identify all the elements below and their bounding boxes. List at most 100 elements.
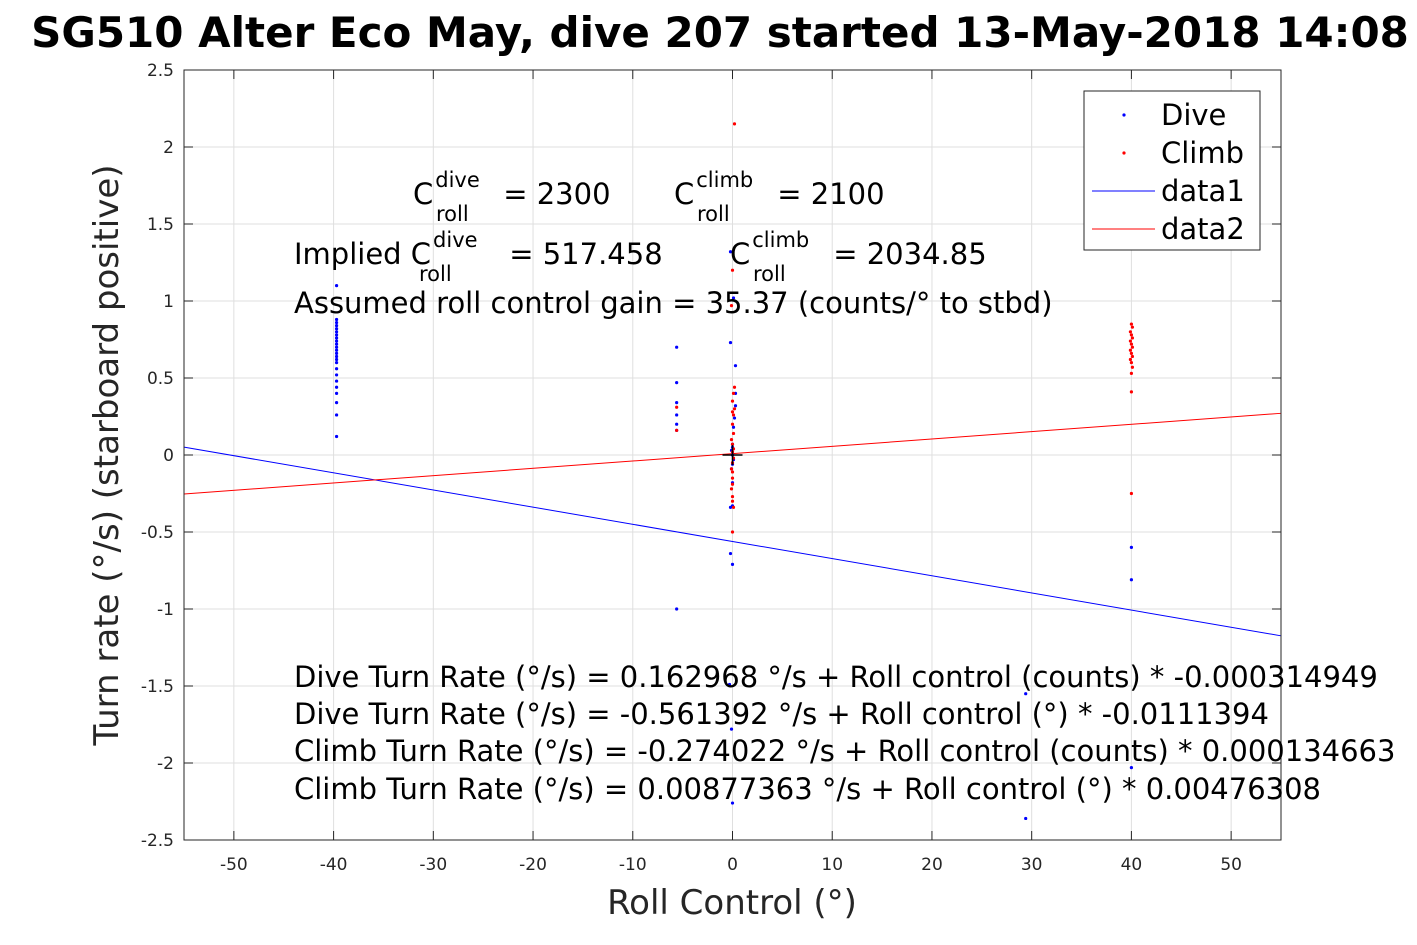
x-tick-label: -20 [519,855,547,875]
point-climb [1129,361,1134,365]
point-dive [1024,816,1028,821]
point-climb [729,304,734,308]
legend-data1-label: data1 [1161,174,1245,208]
point-dive [675,413,679,417]
point-dive [675,345,679,349]
point-dive [334,361,339,365]
point-dive [334,317,339,322]
point-dive [1129,545,1134,550]
point-climb [731,391,736,395]
point-climb [1128,348,1133,352]
annotation-dive-fit-counts: Dive Turn Rate (°/s) = 0.162968 °/s + Ro… [294,660,1378,694]
point-climb [1128,330,1133,334]
point-climb [730,476,735,480]
point-dive [729,727,734,731]
fit-line-data1 [183,446,1282,637]
y-tick-label: -1 [157,600,174,620]
annotation-climb-fit-counts: Climb Turn Rate (°/s) = -0.274022 °/s + … [294,734,1395,768]
point-dive [334,327,339,331]
point-climb [730,470,735,474]
axis-ticks: -50 -40 -30 -20 -10 0 10 20 30 40 50-2.5-2-1.5-1-0… [141,61,1281,875]
point-dive [334,354,339,359]
x-tick-label: 0 [727,855,738,875]
point-dive [334,367,339,371]
point-climb [675,405,679,409]
point-dive [334,391,339,395]
annotation-climb-fit-degrees: Climb Turn Rate (°/s) = 0.00877363 °/s +… [294,772,1321,806]
y-tick-label: 2 [163,138,174,158]
point-climb [1130,345,1135,349]
y-tick-label: 0 [163,446,174,466]
point-dive [728,551,733,556]
y-tick-label: -0.5 [141,523,174,543]
point-climb [731,431,736,436]
y-tick-label: 2.5 [147,61,174,81]
point-dive [334,333,339,337]
legend-box [1083,90,1261,251]
point-dive [732,416,737,420]
point-dive [334,284,339,288]
point-dive [1129,766,1134,770]
y-tick-label: 0.5 [147,369,174,389]
point-climb [675,428,679,432]
point-climb [1130,365,1135,369]
x-tick-label: -30 [419,855,447,875]
point-climb [730,422,735,426]
point-climb [1130,325,1135,329]
y-tick-label: -2 [157,754,174,774]
point-climb [730,442,735,446]
annotation-implied-c-roll-climb: Cclimb roll = 2034.85 [730,228,987,286]
legend: Dive Climb data1 data2 [1083,90,1261,251]
point-climb [1129,322,1134,326]
point-climb [1129,333,1134,337]
x-tick-label: 30 [1021,855,1043,875]
x-tick-label: -10 [619,855,647,875]
annotation-c-roll-dive: Cdive roll = 2300 [413,168,611,226]
legend-climb-label: Climb [1161,136,1244,170]
point-dive [1024,692,1028,696]
x-tick-label: 40 [1121,855,1143,875]
point-dive [733,404,738,408]
point-climb [1128,357,1133,362]
y-tick-label: 1 [163,292,174,312]
point-dive [334,330,339,334]
point-climb [1130,336,1135,340]
x-tick-label: 50 [1220,855,1242,875]
point-climb [1129,351,1134,355]
point-dive [675,607,679,611]
point-dive [334,385,339,389]
point-climb [731,413,736,417]
legend-data2-label: data2 [1161,212,1245,246]
point-climb [1129,491,1134,496]
point-dive [728,340,733,345]
y-tick-label: 1.5 [147,215,174,235]
point-climb [1128,339,1133,343]
point-climb [730,410,735,414]
point-dive [675,401,679,405]
legend-dive-label: Dive [1161,98,1226,132]
data-points [334,122,1135,821]
point-climb [730,499,735,503]
point-dive [334,342,339,346]
point-dive [727,682,732,687]
point-climb [1129,390,1134,394]
point-climb [1130,354,1135,359]
point-climb [732,407,737,411]
point-dive [334,339,339,343]
point-dive [334,373,339,377]
point-climb [730,494,735,499]
point-dive [334,351,339,355]
point-dive [334,320,339,325]
point-climb [729,438,734,442]
point-dive [730,562,735,566]
point-climb [1129,342,1134,346]
point-dive [334,357,339,362]
point-dive [334,401,339,405]
point-climb [1129,371,1134,375]
x-axis-label: Roll Control (°) [607,883,857,923]
annotation-c-roll-climb: Cclimb roll = 2100 [674,168,885,226]
x-tick-label: 20 [921,855,943,875]
annotation-dive-fit-degrees: Dive Turn Rate (°/s) = -0.561392 °/s + R… [294,697,1269,731]
point-dive [334,379,339,383]
point-dive [334,413,339,417]
